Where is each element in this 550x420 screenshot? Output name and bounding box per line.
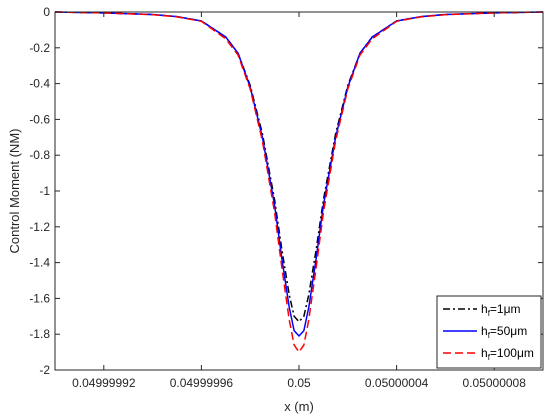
x-axis-ticks: 0.04999992 0.04999996 0.05 0.05000004 0.0500… xyxy=(72,12,526,390)
x-axis-label: x (m) xyxy=(284,399,314,414)
x-tick-label: 0.04999996 xyxy=(170,376,234,390)
y-tick-label: -1.6 xyxy=(29,291,50,305)
legend-box xyxy=(436,295,542,369)
legend-label-2: hf=100μm xyxy=(481,346,534,362)
series-lines xyxy=(54,11,544,353)
x-tick-label: 0.05 xyxy=(287,376,311,390)
y-tick-label: -0.4 xyxy=(29,77,50,91)
y-tick-label: -0.2 xyxy=(29,41,50,55)
y-axis-label: Control Moment (NM) xyxy=(7,129,22,254)
y-tick-label: -1 xyxy=(39,184,50,198)
y-axis-ticks: 0 -0.2 -0.4 -0.6 -0.8 -1 -1.2 -1.4 -1.6 -1.8 -2 xyxy=(29,5,543,377)
x-tick-label: 0.04999992 xyxy=(72,376,136,390)
y-tick-label: -0.6 xyxy=(29,112,50,126)
y-tick-label: 0 xyxy=(43,5,50,19)
series-line-2 xyxy=(54,11,544,353)
x-tick-label: 0.05000004 xyxy=(365,376,429,390)
y-tick-label: -1.4 xyxy=(29,256,50,270)
y-tick-label: -0.8 xyxy=(29,148,50,162)
y-tick-label: -1.2 xyxy=(29,220,50,234)
y-tick-label: -2 xyxy=(39,363,50,377)
x-tick-label: 0.05000008 xyxy=(462,376,526,390)
y-tick-label: -1.8 xyxy=(29,327,50,341)
legend-label-0: hf=1μm xyxy=(481,302,521,318)
legend: hf=1μm hf=50μm hf=100μm xyxy=(436,295,542,369)
legend-label-1: hf=50μm xyxy=(481,324,527,340)
